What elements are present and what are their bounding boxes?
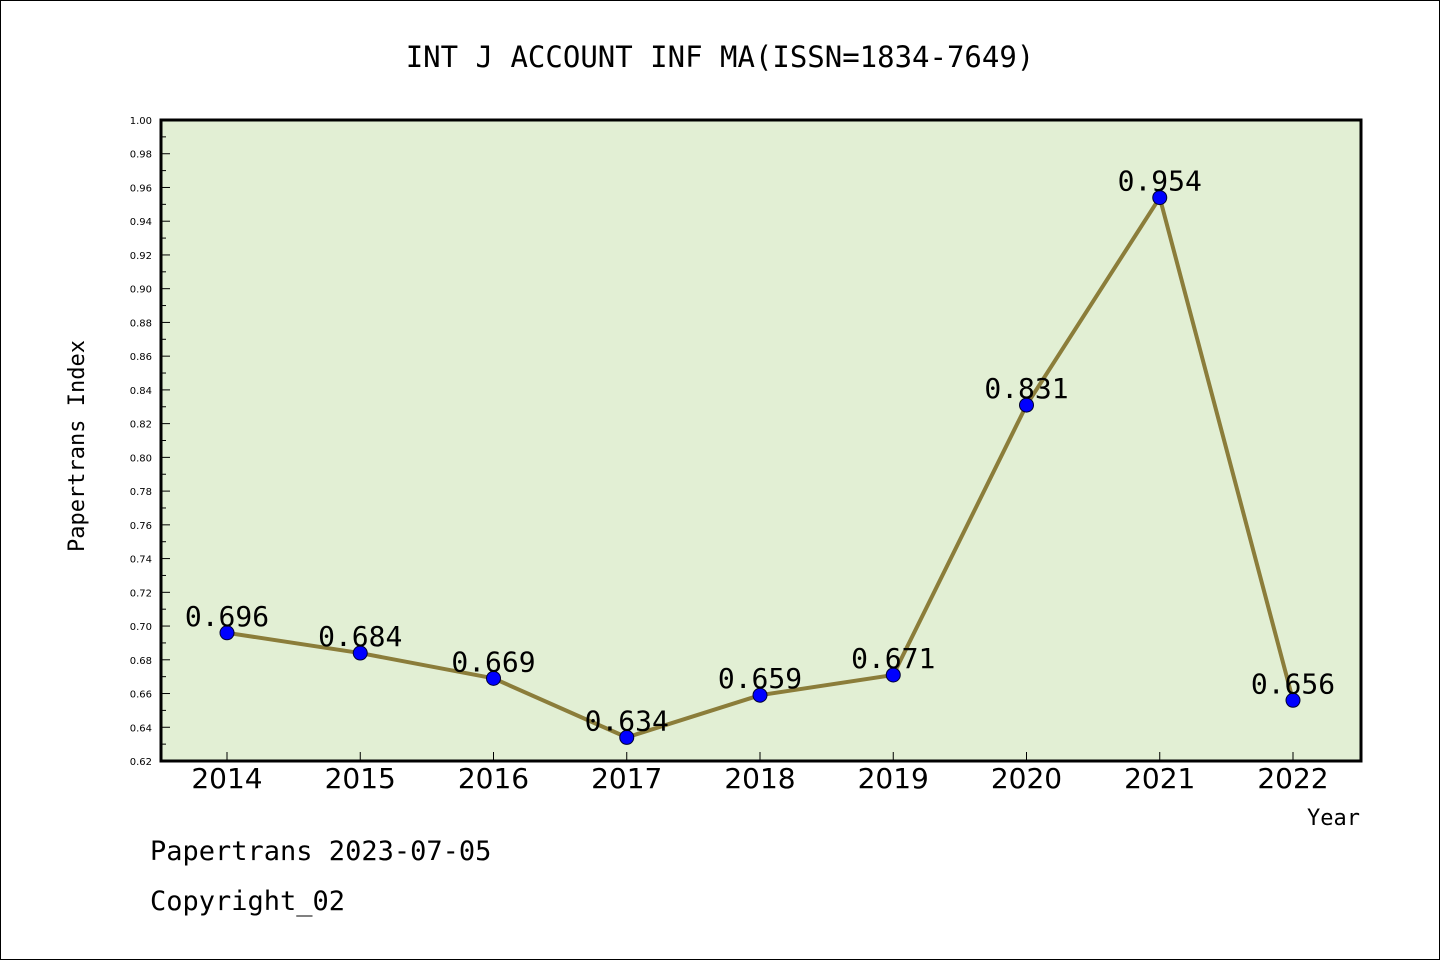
- y-tick-label: 0.66: [130, 690, 152, 701]
- y-tick-label: 0.74: [130, 555, 152, 566]
- x-tick-label: 2021: [1124, 762, 1195, 795]
- y-tick-label: 0.76: [130, 521, 152, 532]
- data-label: 0.656: [1251, 667, 1335, 700]
- data-label: 0.696: [185, 600, 269, 633]
- footer-copyright-text: Copyright_02: [150, 886, 346, 917]
- data-label: 0.684: [318, 620, 402, 653]
- x-axis: 2014 2015 2016 2017 2018 2019 2020 2021 2022: [191, 752, 1329, 795]
- y-tick-label: 0.70: [130, 622, 152, 633]
- y-tick-label: 0.62: [130, 757, 152, 768]
- data-point: [1019, 397, 1034, 413]
- x-tick-label: 2014: [191, 762, 262, 795]
- data-label: 0.671: [851, 642, 935, 675]
- y-tick-label: 0.80: [130, 453, 152, 464]
- y-tick-label: 0.72: [130, 588, 152, 599]
- data-label: 0.634: [585, 704, 669, 737]
- data-label: 0.659: [718, 662, 802, 695]
- data-point: [486, 670, 501, 686]
- y-tick-label: 0.64: [130, 723, 152, 734]
- x-tick-label: 2022: [1257, 762, 1328, 795]
- x-tick-label: 2020: [991, 762, 1062, 795]
- y-tick-label: 0.78: [130, 487, 152, 498]
- series-group: 0.696 0.684 0.669 0.634 0.659 0.671 0.831 0.954…: [185, 165, 1335, 745]
- x-tick-label: 2017: [591, 762, 662, 795]
- footer-date-text: Papertrans 2023-07-05: [150, 836, 492, 867]
- data-label: 0.831: [984, 372, 1068, 405]
- x-axis-label: Year: [1307, 806, 1360, 831]
- y-tick-label: 0.96: [130, 183, 152, 194]
- y-axis: 0.62 0.64 0.66 0.68 0.70 0.72 0.74 0.76 0.78 0.80…: [130, 116, 170, 768]
- y-axis-label: Papertrans Index: [65, 340, 90, 552]
- y-tick-label: 0.92: [130, 251, 152, 262]
- data-point: [1285, 692, 1301, 708]
- data-point: [1152, 190, 1168, 206]
- data-point: [885, 667, 901, 683]
- data-label: 0.669: [451, 645, 535, 678]
- x-tick-label: 2015: [325, 762, 396, 795]
- y-tick-label: 0.98: [130, 150, 152, 161]
- x-tick-label: 2018: [724, 762, 795, 795]
- data-point: [219, 625, 235, 641]
- y-tick-label: 0.88: [130, 318, 152, 329]
- y-tick-label: 1.00: [130, 116, 152, 127]
- y-tick-label: 0.90: [130, 285, 152, 296]
- data-point: [619, 729, 635, 745]
- data-point: [752, 687, 768, 703]
- y-tick-label: 0.82: [130, 420, 152, 431]
- y-tick-label: 0.86: [130, 352, 152, 363]
- y-tick-label: 0.84: [130, 386, 152, 397]
- data-point: [352, 645, 368, 661]
- x-tick-label: 2019: [858, 762, 929, 795]
- chart-title: INT J ACCOUNT INF MA(ISSN=1834-7649): [406, 40, 1035, 74]
- x-tick-label: 2016: [458, 762, 529, 795]
- data-label: 0.954: [1118, 165, 1202, 198]
- y-tick-label: 0.94: [130, 217, 152, 228]
- y-tick-label: 0.68: [130, 656, 152, 667]
